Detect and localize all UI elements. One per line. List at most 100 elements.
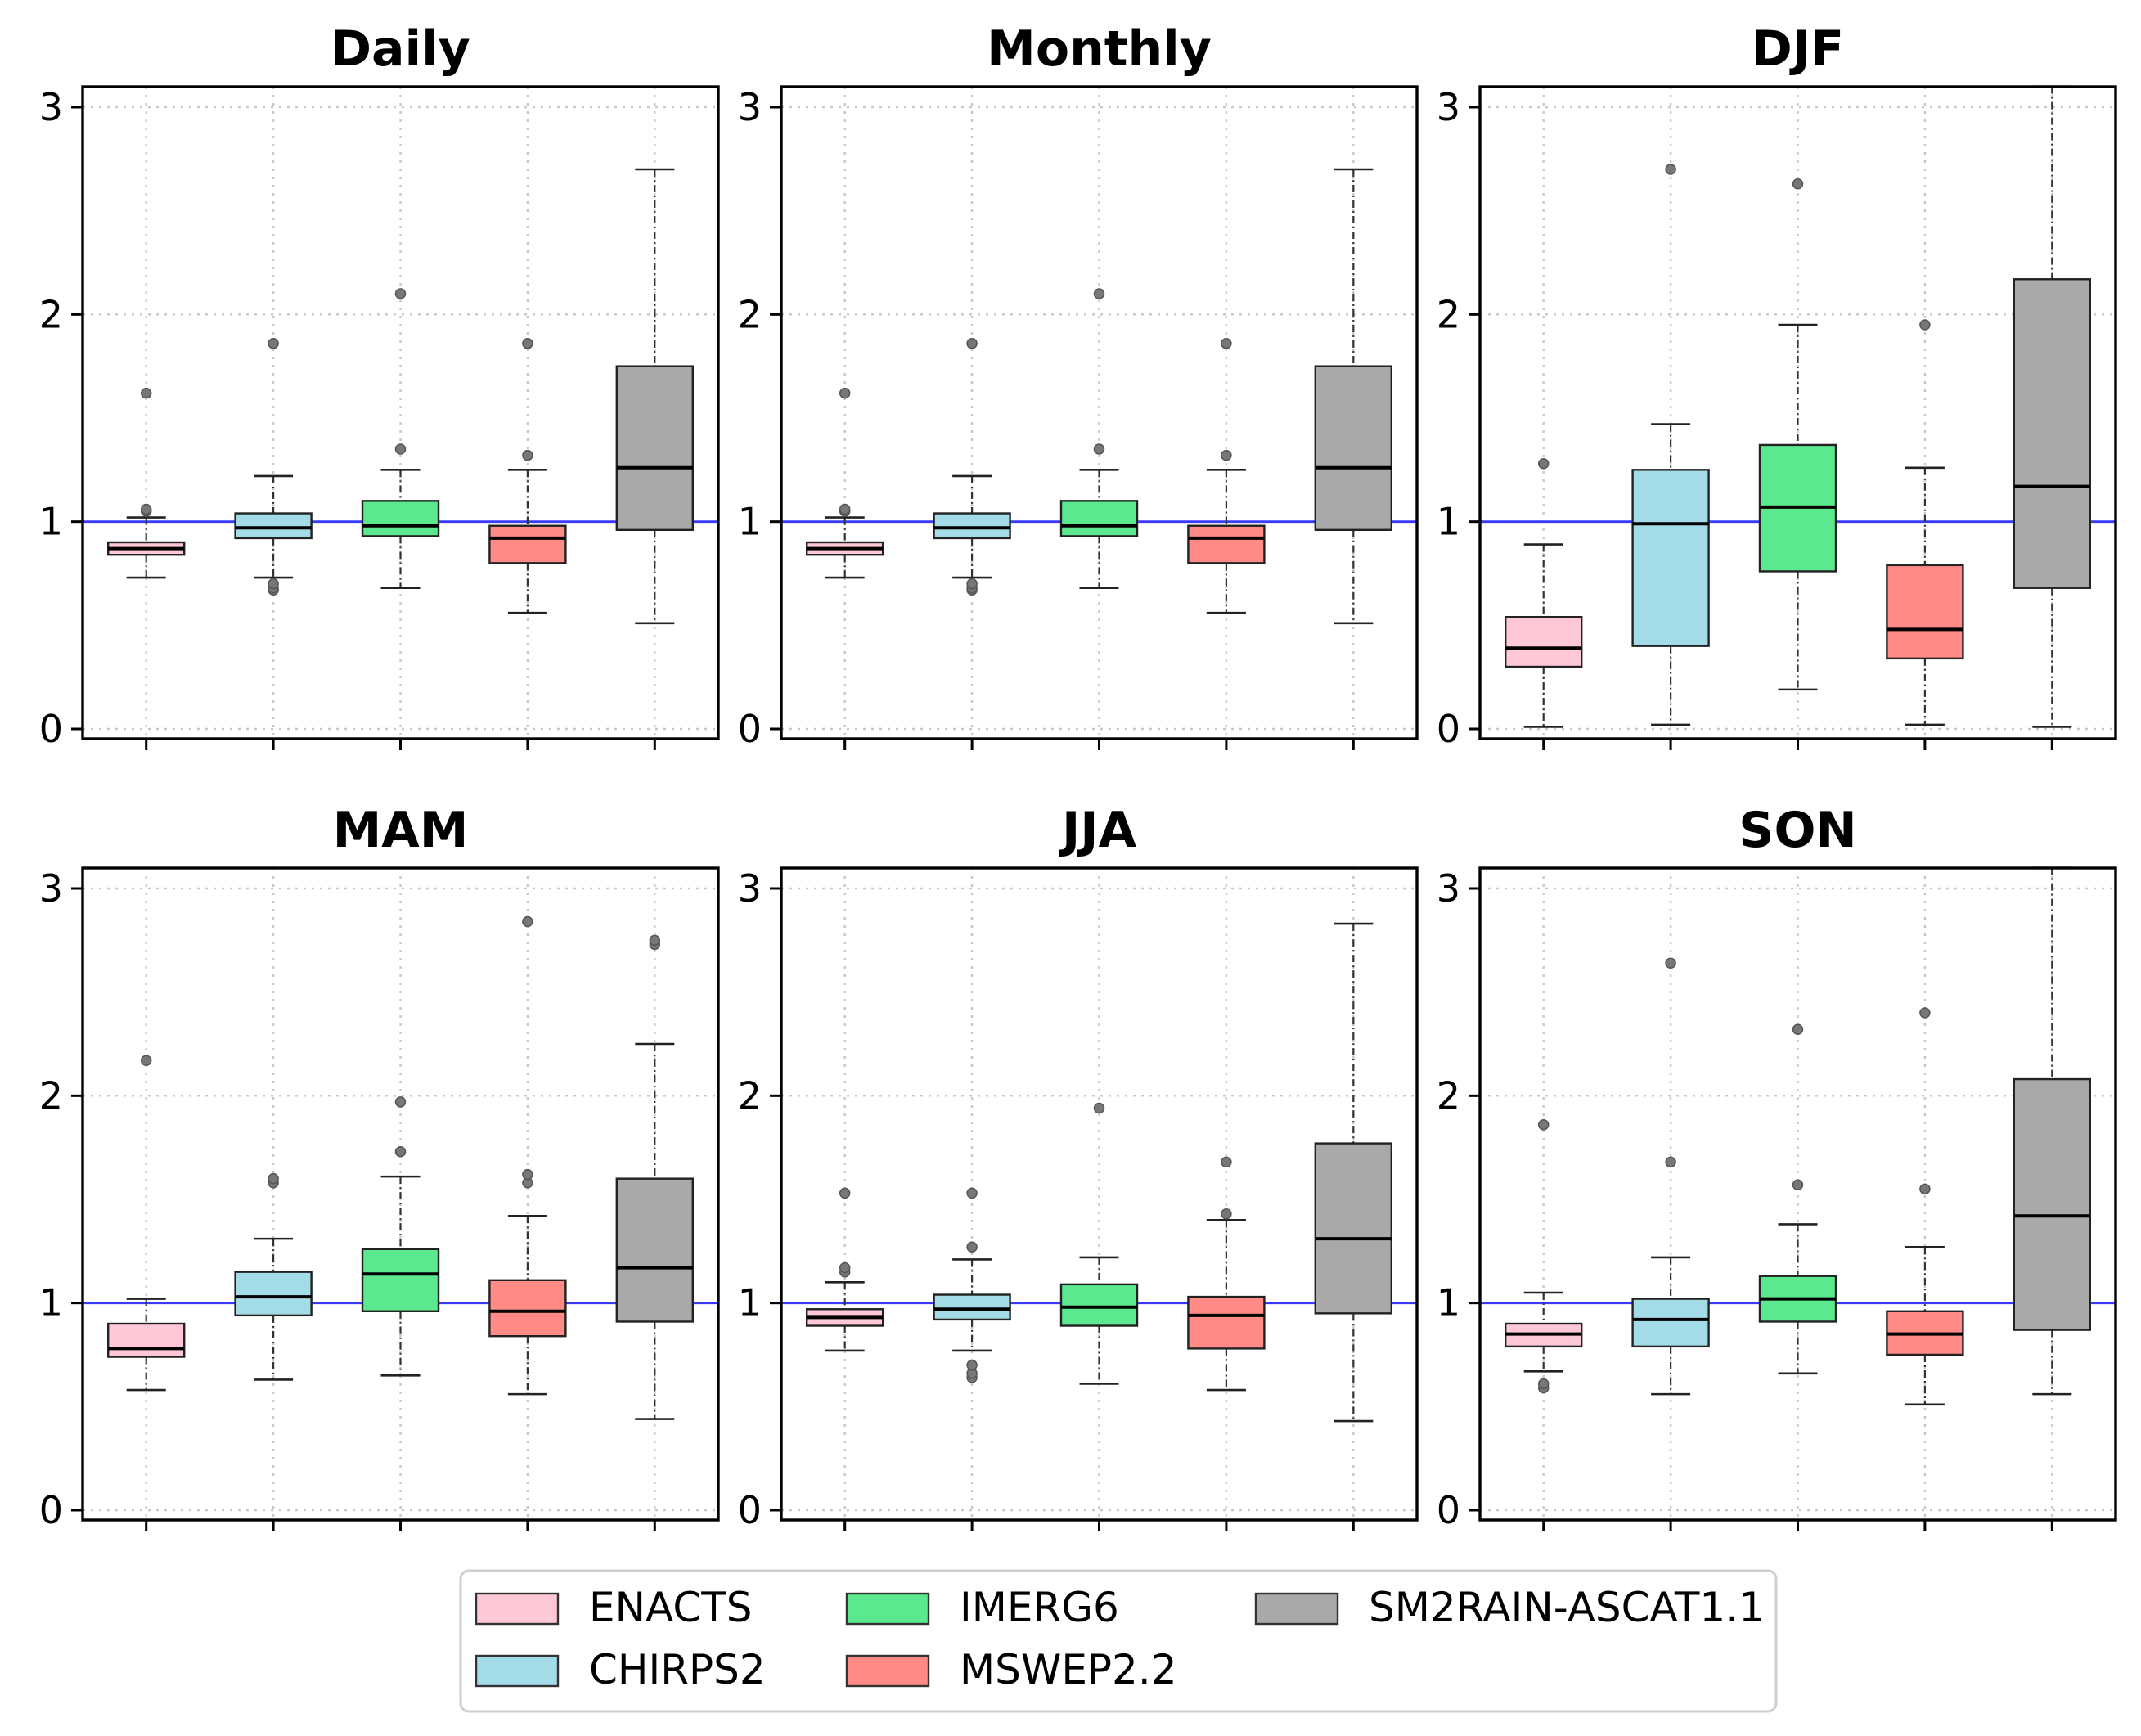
box-iqr <box>361 500 440 537</box>
box-imerg6 <box>1059 1102 1139 1385</box>
box-iqr <box>615 365 694 531</box>
panel-title-daily: Daily <box>331 20 470 78</box>
outlier-point <box>140 503 152 515</box>
ytick-label: 0 <box>39 1488 63 1532</box>
box-enacts <box>806 387 884 579</box>
outlier-point <box>966 1187 978 1199</box>
ytick-label: 2 <box>39 1073 63 1118</box>
outlier-point <box>1792 1179 1804 1191</box>
panel-title-mam: MAM <box>333 802 469 859</box>
panel-title-jja: JJA <box>1059 802 1137 859</box>
legend-frame <box>459 1569 1778 1713</box>
panel-djf: DJF 0 1 2 3 <box>1437 20 2117 751</box>
legend: ENACTS IMERG6 SM2RAIN-ASCAT1.1 CHIRPS2 MSWEP… <box>459 1569 1778 1713</box>
ytick-label: 2 <box>738 292 762 336</box>
box-iqr <box>1314 1142 1393 1315</box>
box-sm2rain-ascat1-1 <box>1314 168 1393 625</box>
outlier-point <box>394 288 407 299</box>
outlier-point <box>1537 457 1550 470</box>
panel-title-monthly: Monthly <box>987 20 1212 78</box>
legend-item-chirps2: CHIRPS2 <box>475 1646 766 1693</box>
box-iqr <box>1314 365 1393 531</box>
box-mswep2-2 <box>1187 338 1266 614</box>
panel-title-son: SON <box>1738 802 1856 859</box>
panel-title-djf: DJF <box>1752 20 1844 78</box>
legend-label-mswep2-2: MSWEP2.2 <box>960 1646 1177 1693</box>
ytick-label: 3 <box>1437 866 1460 911</box>
ytick-label: 0 <box>39 707 63 751</box>
box-enacts <box>1504 1119 1583 1394</box>
legend-item-enacts: ENACTS <box>475 1584 753 1631</box>
ytick-label: 0 <box>1437 1488 1460 1532</box>
outlier-point <box>1919 1183 1931 1195</box>
outlier-point <box>394 1145 407 1158</box>
box-iqr <box>2013 1077 2092 1331</box>
panel-mam: MAM 0 1 2 3 <box>39 802 720 1532</box>
outlier-point <box>268 338 279 349</box>
outlier-point <box>649 934 661 947</box>
ytick-label: 2 <box>1437 292 1460 336</box>
box-iqr <box>1059 1283 1139 1327</box>
box-mswep2-2 <box>1886 1007 1964 1406</box>
box-mswep2-2 <box>1187 1156 1266 1392</box>
box-chirps2 <box>933 1187 1011 1383</box>
box-iqr <box>234 1271 313 1317</box>
ytick-label: 1 <box>738 1281 762 1325</box>
legend-swatch-sm2rain-ascat1-1 <box>1254 1592 1339 1626</box>
box-iqr <box>106 1322 186 1358</box>
box-iqr <box>488 524 567 564</box>
ytick-label: 3 <box>39 866 63 911</box>
box-iqr <box>615 1177 694 1323</box>
box-sm2rain-ascat1-1 <box>2013 85 2092 728</box>
box-iqr <box>2013 278 2092 589</box>
ytick-label: 3 <box>1437 85 1460 129</box>
ytick-label: 2 <box>39 292 63 336</box>
legend-swatch-enacts <box>475 1592 560 1626</box>
ytick-label: 1 <box>738 500 762 544</box>
outlier-point <box>1665 957 1676 969</box>
box-enacts <box>106 1055 186 1392</box>
box-iqr <box>1187 524 1266 564</box>
outlier-point <box>1665 164 1676 175</box>
outlier-point <box>522 338 533 349</box>
ytick-label: 2 <box>1437 1073 1460 1118</box>
box-iqr <box>1631 1298 1710 1348</box>
outlier-point <box>966 578 978 590</box>
ytick-label: 3 <box>39 85 63 129</box>
outlier-point <box>1919 319 1931 331</box>
legend-label-enacts: ENACTS <box>589 1584 753 1631</box>
ytick-label: 0 <box>738 1488 762 1532</box>
outlier-point <box>839 503 851 515</box>
box-iqr <box>1187 1295 1266 1350</box>
panel-son: SON 0 1 2 3 <box>1437 802 2117 1532</box>
box-imerg6 <box>1758 1023 1837 1375</box>
box-chirps2 <box>1631 957 1710 1396</box>
ytick-label: 1 <box>39 1281 63 1325</box>
box-chirps2 <box>234 1172 313 1381</box>
outlier-point <box>522 1168 533 1181</box>
outlier-point <box>140 387 152 399</box>
outlier-point <box>1792 178 1804 190</box>
outlier-point <box>394 443 407 455</box>
legend-label-imerg6: IMERG6 <box>960 1584 1119 1631</box>
legend-item-mswep2-2: MSWEP2.2 <box>845 1646 1177 1693</box>
legend-label-chirps2: CHIRPS2 <box>589 1646 766 1693</box>
box-mswep2-2 <box>488 915 567 1396</box>
box-sm2rain-ascat1-1 <box>615 168 694 625</box>
box-sm2rain-ascat1-1 <box>2013 866 2092 1396</box>
box-sm2rain-ascat1-1 <box>615 934 694 1420</box>
outlier-point <box>1221 1208 1232 1220</box>
box-sm2rain-ascat1-1 <box>1314 922 1393 1423</box>
box-iqr <box>1059 500 1139 537</box>
outlier-point <box>839 1262 851 1274</box>
outlier-point <box>1792 1023 1804 1036</box>
outlier-point <box>394 1096 407 1108</box>
box-imerg6 <box>1758 178 1837 691</box>
box-iqr <box>361 1248 440 1313</box>
outlier-point <box>966 1359 978 1371</box>
legend-swatch-mswep2-2 <box>845 1654 930 1688</box>
outlier-point <box>1537 1378 1550 1390</box>
box-iqr <box>1886 564 1964 660</box>
ytick-label: 3 <box>738 866 762 911</box>
outlier-point <box>1919 1007 1931 1019</box>
